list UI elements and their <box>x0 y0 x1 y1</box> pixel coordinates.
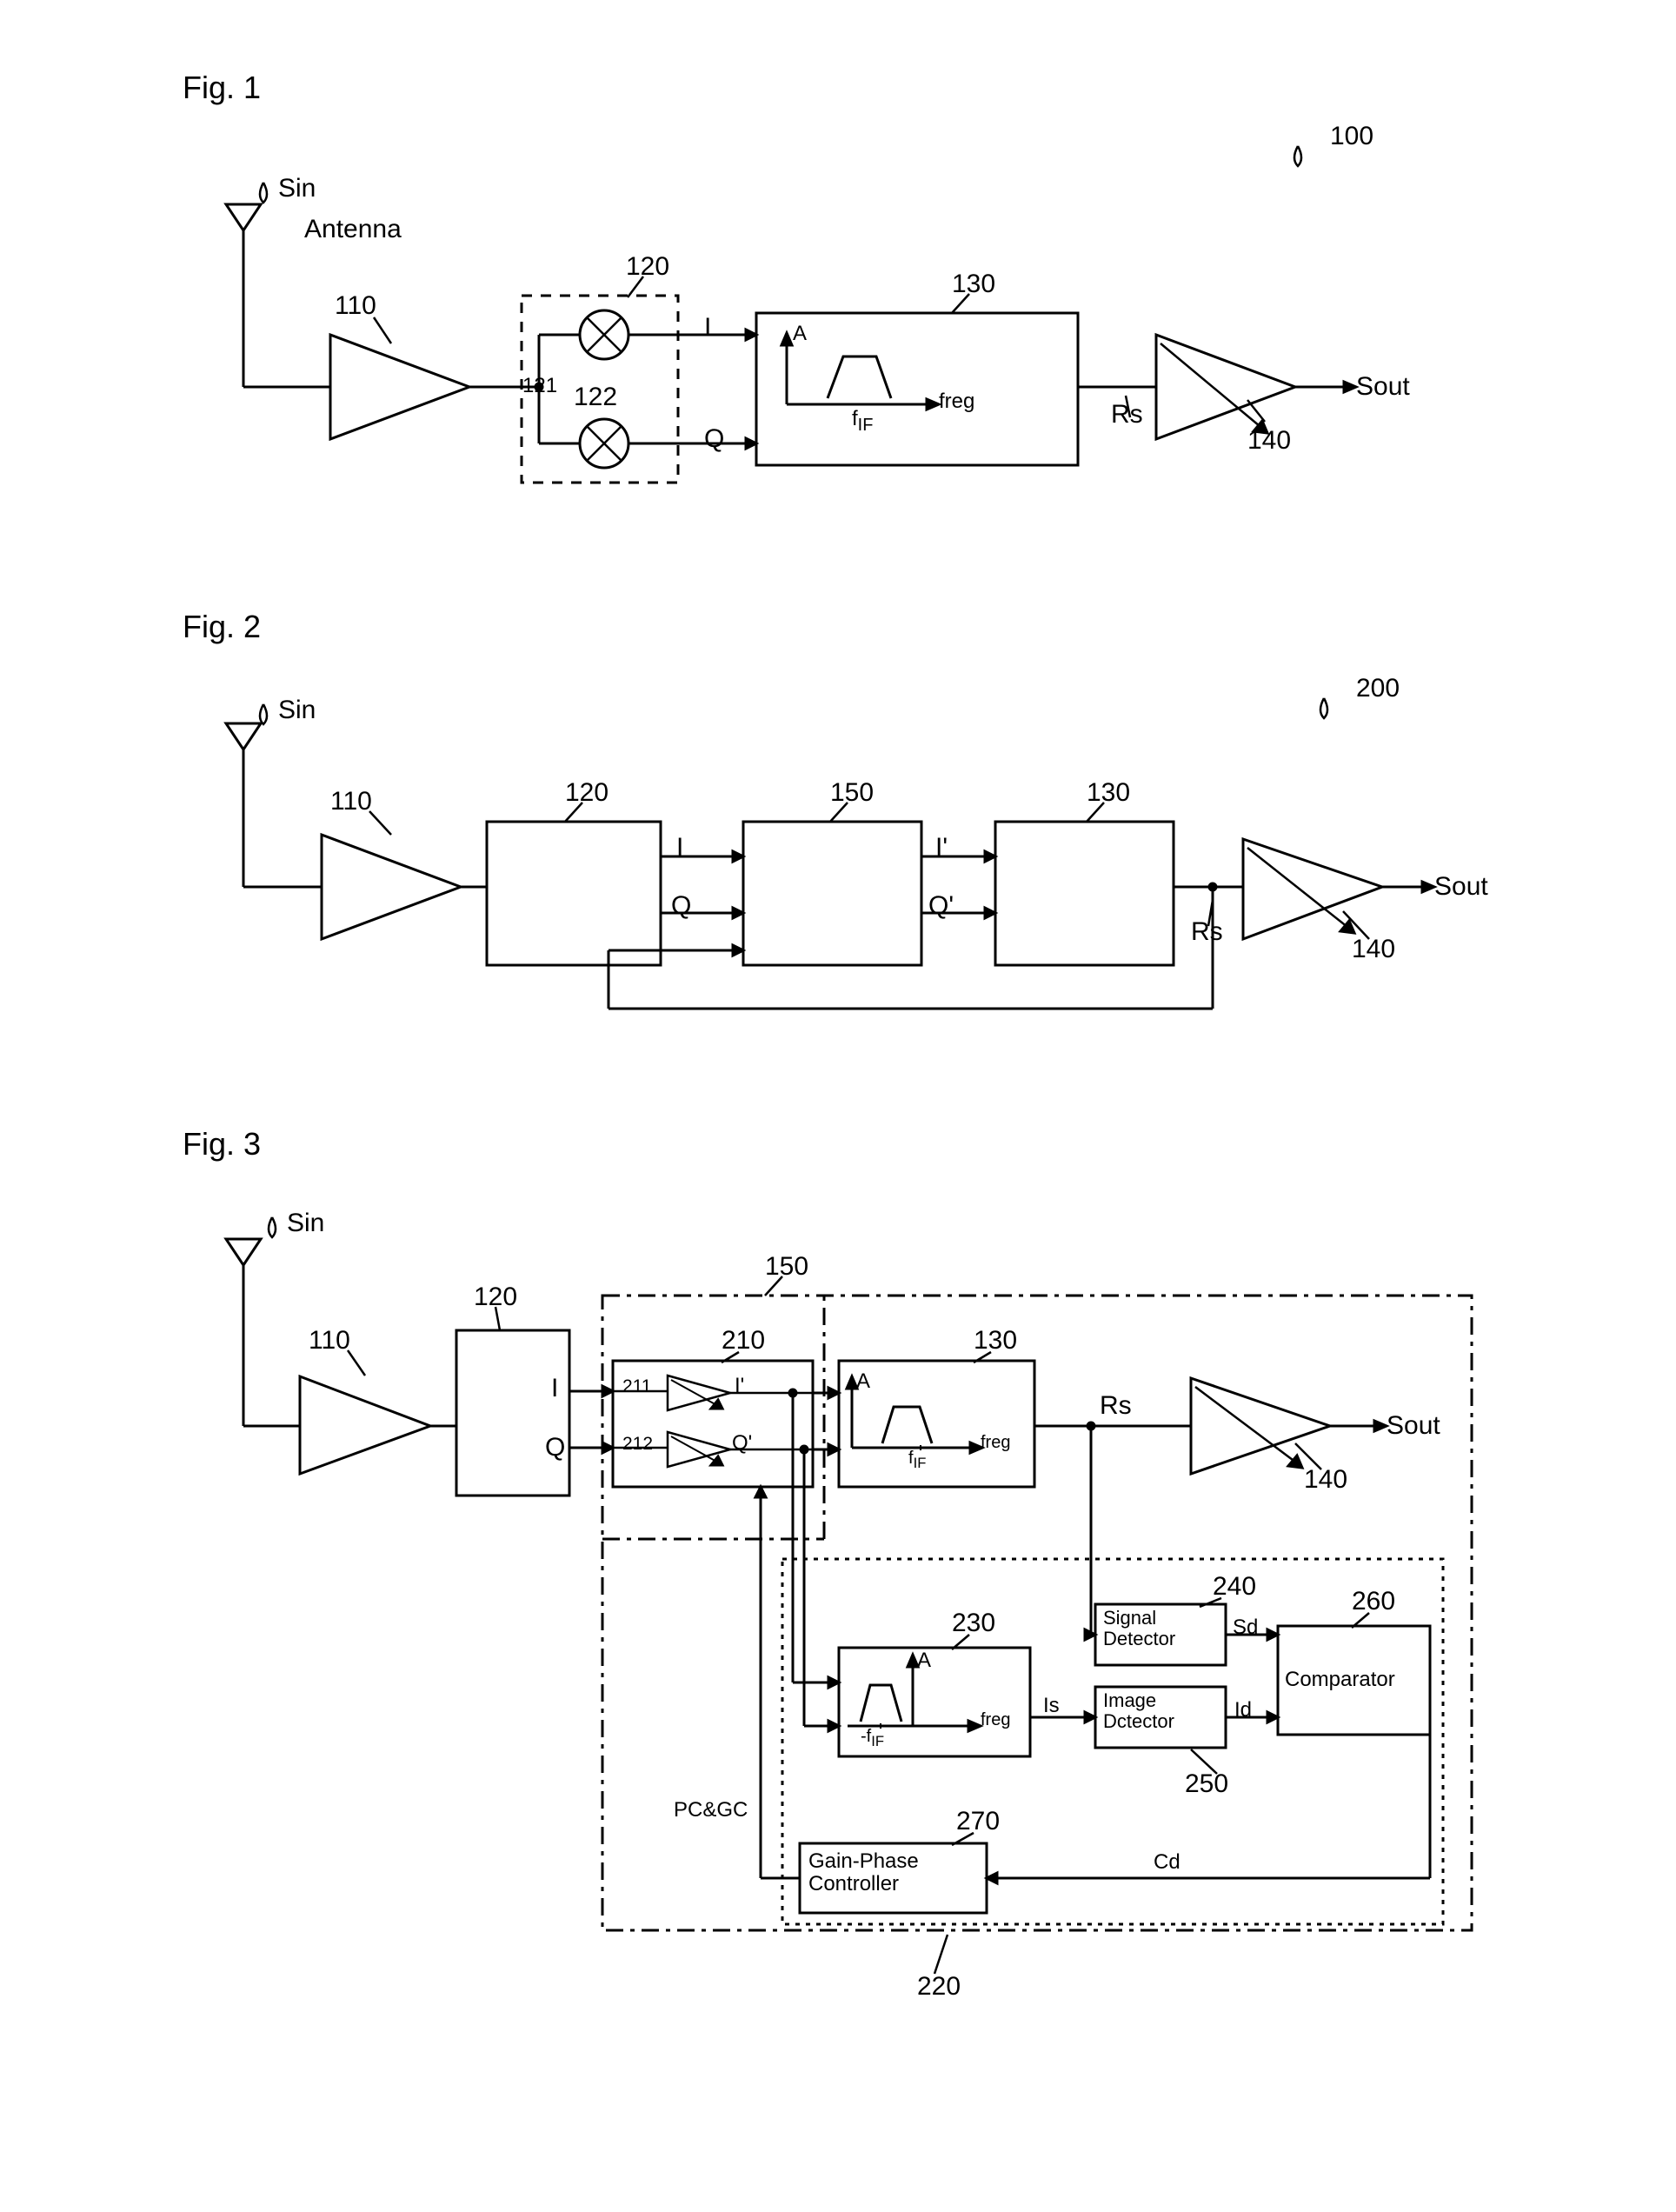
page: Fig. 1 <box>0 0 1676 2212</box>
fig1-ref-130: 130 <box>952 270 995 299</box>
fig2-sig-Qp: Q' <box>928 891 954 921</box>
fig1-filter-fif: fIF <box>852 407 873 436</box>
fig3-ref-210: 210 <box>722 1326 765 1356</box>
fig1-filter-freq: freg <box>939 390 974 414</box>
fig2-diagram <box>0 609 1676 1069</box>
fig2-ref-140: 140 <box>1352 935 1395 964</box>
fig3-ref-110: 110 <box>309 1326 350 1356</box>
fig2-ref-130: 130 <box>1087 778 1130 808</box>
fig1-ref-122: 122 <box>574 383 617 412</box>
fig1-ref-110: 110 <box>335 291 376 321</box>
fig3-sig-Sd: Sd <box>1233 1616 1258 1640</box>
fig2-system-ref: 200 <box>1356 674 1400 703</box>
fig3-imgdet-label: Image Dctector <box>1103 1690 1174 1732</box>
fig3-ref-220: 220 <box>917 1972 961 2002</box>
fig2-sig-Ip: I' <box>935 833 948 863</box>
fig3-filter230-fif: -fIF <box>861 1727 884 1750</box>
fig3-ref-230: 230 <box>952 1609 995 1638</box>
fig3-sig-PCGC: PC&GC <box>674 1798 748 1822</box>
fig1-ref-121: 121 <box>522 374 557 398</box>
fig3-filter130-A: A <box>856 1369 870 1394</box>
fig3-ref-140: 140 <box>1304 1465 1347 1495</box>
fig2-sin: Sin <box>278 696 316 725</box>
fig3-ref-260: 260 <box>1352 1587 1395 1616</box>
fig3-sig-Ip: I' <box>735 1374 744 1398</box>
fig3-sig-Cd: Cd <box>1154 1850 1181 1875</box>
fig1-ref-120: 120 <box>626 252 669 282</box>
fig3-ref-120: 120 <box>474 1283 517 1312</box>
fig2-ref-120: 120 <box>565 778 609 808</box>
fig3-filter230-freq: freg <box>981 1710 1010 1730</box>
fig3-sig-Is: Is <box>1043 1694 1060 1718</box>
fig1-diagram <box>0 0 1676 574</box>
fig1-antenna: Antenna <box>304 215 402 244</box>
fig3-diagram <box>0 1126 1676 2039</box>
fig3-comp-label: Comparator <box>1285 1668 1395 1692</box>
fig3-filter130-fif: fIF <box>908 1449 926 1472</box>
fig2-ref-150: 150 <box>830 778 874 808</box>
fig1-sig-Rs: Rs <box>1111 400 1143 430</box>
fig1-filter-A: A <box>793 322 807 346</box>
fig3-ref-270: 270 <box>956 1807 1000 1836</box>
fig1-sig-Sout: Sout <box>1356 372 1410 402</box>
fig1-ref-140: 140 <box>1247 426 1291 456</box>
fig3-sig-Sout: Sout <box>1387 1411 1440 1441</box>
fig2-sig-Q: Q <box>671 891 691 921</box>
fig1-sin: Sin <box>278 174 316 203</box>
fig3-ref-250: 250 <box>1185 1769 1228 1799</box>
fig3-sig-Q-120: Q <box>545 1433 565 1462</box>
fig2-sig-I: I <box>676 833 683 863</box>
fig3-sin: Sin <box>287 1209 324 1238</box>
fig1-sig-I: I <box>704 313 711 343</box>
fig1-sig-Q: Q <box>704 424 724 454</box>
fig3-ref-130: 130 <box>974 1326 1017 1356</box>
fig2-sig-Sout: Sout <box>1434 872 1488 902</box>
fig3-ref-150: 150 <box>765 1252 808 1282</box>
fig3-sig-Id: Id <box>1234 1698 1252 1722</box>
fig3-ref-240: 240 <box>1213 1572 1256 1602</box>
fig3-sigdet-label: Signal Detector <box>1103 1608 1175 1649</box>
fig3-filter130-freq: freg <box>981 1433 1010 1453</box>
fig3-gpc-label: Gain-Phase Controller <box>808 1850 919 1896</box>
fig3-sig-Rs: Rs <box>1100 1391 1132 1421</box>
fig3-sig-Qp: Q' <box>732 1431 752 1456</box>
fig1-system-ref: 100 <box>1330 122 1373 151</box>
fig2-sig-Rs: Rs <box>1191 917 1223 947</box>
fig2-ref-110: 110 <box>330 787 372 816</box>
fig3-ref-211: 211 <box>622 1376 651 1397</box>
fig3-sig-I-120: I <box>551 1374 558 1403</box>
fig3-filter230-A: A <box>917 1649 931 1673</box>
fig3-ref-212: 212 <box>622 1434 653 1455</box>
